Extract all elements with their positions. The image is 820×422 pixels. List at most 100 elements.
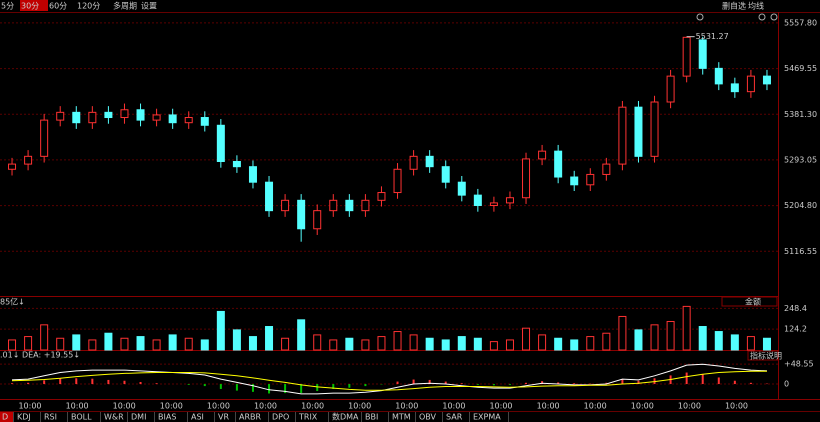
volume-bar <box>762 337 771 351</box>
volume-bar <box>714 331 723 351</box>
x-tick-label: 10:00 <box>442 402 465 411</box>
candle-body <box>393 168 402 194</box>
volume-bar <box>618 315 627 351</box>
tab[interactable]: BOLL <box>71 413 92 422</box>
tab[interactable]: EXPMA <box>473 413 501 422</box>
panel-button[interactable]: 指标说明 <box>750 351 782 361</box>
volume-bar <box>554 337 563 351</box>
candle-body <box>409 155 418 170</box>
tab[interactable]: DPO <box>272 413 289 422</box>
candle-body <box>618 106 627 165</box>
tab-active <box>20 0 48 11</box>
candle-body <box>168 114 177 124</box>
volume-bar <box>40 324 49 351</box>
toolbar-button[interactable]: 120分 <box>77 2 100 11</box>
volume-bar <box>698 326 707 351</box>
toolbar-button[interactable]: 60分 <box>49 2 67 11</box>
candle-body <box>136 109 145 121</box>
y-tick-label: 0 <box>784 380 789 389</box>
volume-bar <box>24 336 33 351</box>
candle-body <box>650 101 659 157</box>
x-tick-label: 10:00 <box>66 402 89 411</box>
candle-body <box>762 75 771 85</box>
volume-bar <box>329 339 338 351</box>
volume-bar <box>505 339 514 351</box>
volume-bar <box>666 320 675 351</box>
candle-body <box>313 210 322 230</box>
volume-bar <box>72 334 81 351</box>
panel-button[interactable]: 金额 <box>745 297 761 307</box>
panel-label: 85亿↓ <box>0 297 25 307</box>
candle-body <box>505 197 514 204</box>
volume-bar <box>281 337 290 351</box>
volume-bar <box>265 326 274 351</box>
tab[interactable]: OBV <box>419 413 437 422</box>
tab[interactable]: VR <box>218 413 229 422</box>
volume-bar <box>377 336 386 351</box>
volume-bar <box>297 319 306 351</box>
tab[interactable]: BIAS <box>158 413 176 422</box>
candle-body <box>682 36 691 77</box>
icon[interactable] <box>696 13 704 21</box>
toolbar-button[interactable]: 多周期 <box>113 1 137 11</box>
tab[interactable]: TRIX <box>298 413 318 422</box>
candle-body <box>554 150 563 178</box>
candle-body <box>377 192 386 201</box>
candle-body <box>714 67 723 85</box>
volume-bar <box>634 329 643 351</box>
toolbar-button[interactable]: 删自选 <box>722 1 746 11</box>
tab[interactable]: RSI <box>44 413 57 422</box>
icon[interactable] <box>770 13 778 21</box>
icon[interactable] <box>758 13 766 21</box>
tab[interactable]: ARBR <box>239 413 262 422</box>
candle-body <box>297 199 306 230</box>
tab[interactable]: MTM <box>392 413 411 422</box>
candle-body <box>329 199 338 212</box>
volume-bar <box>168 334 177 351</box>
volume-bar <box>152 339 161 351</box>
button-box[interactable] <box>721 296 778 307</box>
volume-bar <box>570 339 579 351</box>
candle-body <box>184 117 193 124</box>
x-tick-label: 10:00 <box>113 402 136 411</box>
x-tick-label: 10:00 <box>18 402 41 411</box>
tab[interactable]: SAR <box>446 413 463 422</box>
max-annotation: 5531.27 <box>696 32 729 41</box>
x-tick-label: 10:00 <box>631 402 654 411</box>
y-tick-label: 248.4 <box>784 304 807 313</box>
candle-body <box>666 75 675 103</box>
x-tick-label: 10:00 <box>301 402 324 411</box>
volume-bar <box>489 341 498 351</box>
volume-bar <box>248 336 257 351</box>
toolbar-button[interactable]: 设置 <box>141 1 157 11</box>
candle-body <box>265 181 274 212</box>
x-tick-label: 10:00 <box>395 402 418 411</box>
y-tick-label: 5204.80 <box>784 201 817 210</box>
tab[interactable]: ASI <box>191 413 204 422</box>
toolbar-button[interactable]: 均线 <box>748 1 764 11</box>
tab[interactable]: BBI <box>365 413 378 422</box>
y-tick-label: +48.55 <box>784 360 814 369</box>
y-tick-label: 5116.55 <box>784 247 817 256</box>
candle-body <box>216 124 225 163</box>
volume-bar <box>441 339 450 351</box>
candle-body <box>730 83 739 93</box>
volume-bar <box>232 329 241 351</box>
button-box[interactable] <box>747 350 779 361</box>
candle-body <box>72 111 81 124</box>
tab[interactable]: 数DMA <box>332 412 359 422</box>
tab[interactable]: D <box>2 413 8 422</box>
macd-line <box>11 363 768 395</box>
toolbar-button[interactable]: 5分 <box>1 2 14 11</box>
tab[interactable]: W&R <box>104 413 124 422</box>
tab-active <box>0 412 13 422</box>
toolbar-button[interactable]: 30分 <box>21 2 39 11</box>
x-tick-label: 10:00 <box>584 402 607 411</box>
candle-body <box>746 75 755 93</box>
tab[interactable]: KDJ <box>17 413 31 422</box>
tab[interactable]: DMI <box>131 413 146 422</box>
volume-bar <box>393 331 402 351</box>
volume-bar <box>56 337 65 351</box>
candle-body <box>56 111 65 121</box>
